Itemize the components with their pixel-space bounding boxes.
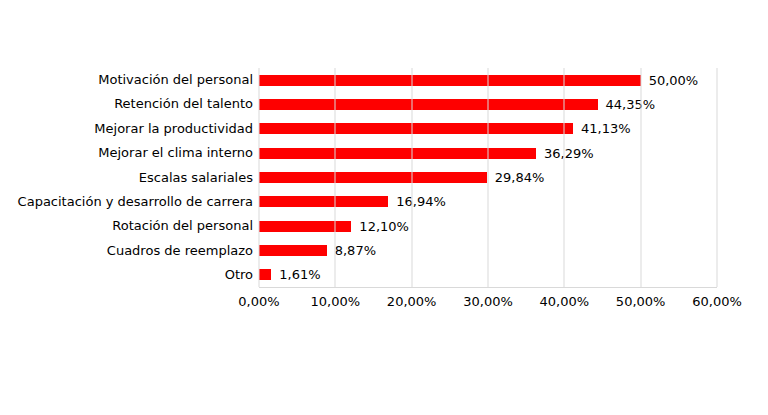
x-axis-tick-label: 30,00% [463, 294, 513, 309]
x-axis-line [259, 287, 717, 288]
bar-value-label: 1,61% [279, 268, 320, 281]
category-label: Cuadros de reemplazo [0, 243, 253, 258]
y-axis-category-labels: Motivación del personal Retención del tal… [0, 68, 253, 287]
x-axis-tick-label: 60,00% [692, 294, 742, 309]
bar [259, 123, 573, 134]
bar [259, 172, 487, 183]
gridline [488, 68, 489, 287]
bar-chart: Motivación del personal Retención del tal… [0, 0, 768, 415]
bar-value-label: 44,35% [606, 98, 656, 111]
bar [259, 99, 598, 110]
bar [259, 245, 327, 256]
bar-value-label: 36,29% [544, 147, 594, 160]
category-label: Motivación del personal [0, 73, 253, 88]
bar-value-label: 50,00% [649, 74, 699, 87]
bar-value-label: 8,87% [335, 244, 376, 257]
category-label: Capacitación y desarrollo de carrera [0, 194, 253, 209]
bar-value-label: 16,94% [396, 195, 446, 208]
y-axis-line [259, 68, 260, 287]
gridline [640, 68, 641, 287]
category-label: Rotación del personal [0, 219, 253, 234]
gridline [411, 68, 412, 287]
x-axis-tick-label: 0,00% [238, 294, 279, 309]
x-axis-tick-label: 20,00% [387, 294, 437, 309]
bar [259, 196, 388, 207]
bar [259, 269, 271, 280]
category-label: Mejorar la productividad [0, 121, 253, 136]
gridline [335, 68, 336, 287]
x-axis-tick-label: 10,00% [311, 294, 361, 309]
category-label: Otro [0, 267, 253, 282]
bar [259, 148, 536, 159]
x-axis: 0,00%10,00%20,00%30,00%40,00%50,00%60,00… [259, 294, 717, 314]
x-axis-tick-label: 40,00% [540, 294, 590, 309]
plot-area: 50,00% 44,35% 41,13% 36,29% 29,84% 16,94% 12,1… [259, 68, 717, 287]
category-label: Retención del talento [0, 97, 253, 112]
gridline [717, 68, 718, 287]
x-axis-tick-label: 50,00% [616, 294, 666, 309]
bar [259, 75, 641, 86]
bar-value-label: 12,10% [359, 220, 409, 233]
category-label: Escalas salariales [0, 170, 253, 185]
category-label: Mejorar el clima interno [0, 146, 253, 161]
gridline [564, 68, 565, 287]
bar [259, 221, 351, 232]
bar-value-label: 41,13% [581, 122, 631, 135]
bar-value-label: 29,84% [495, 171, 545, 184]
